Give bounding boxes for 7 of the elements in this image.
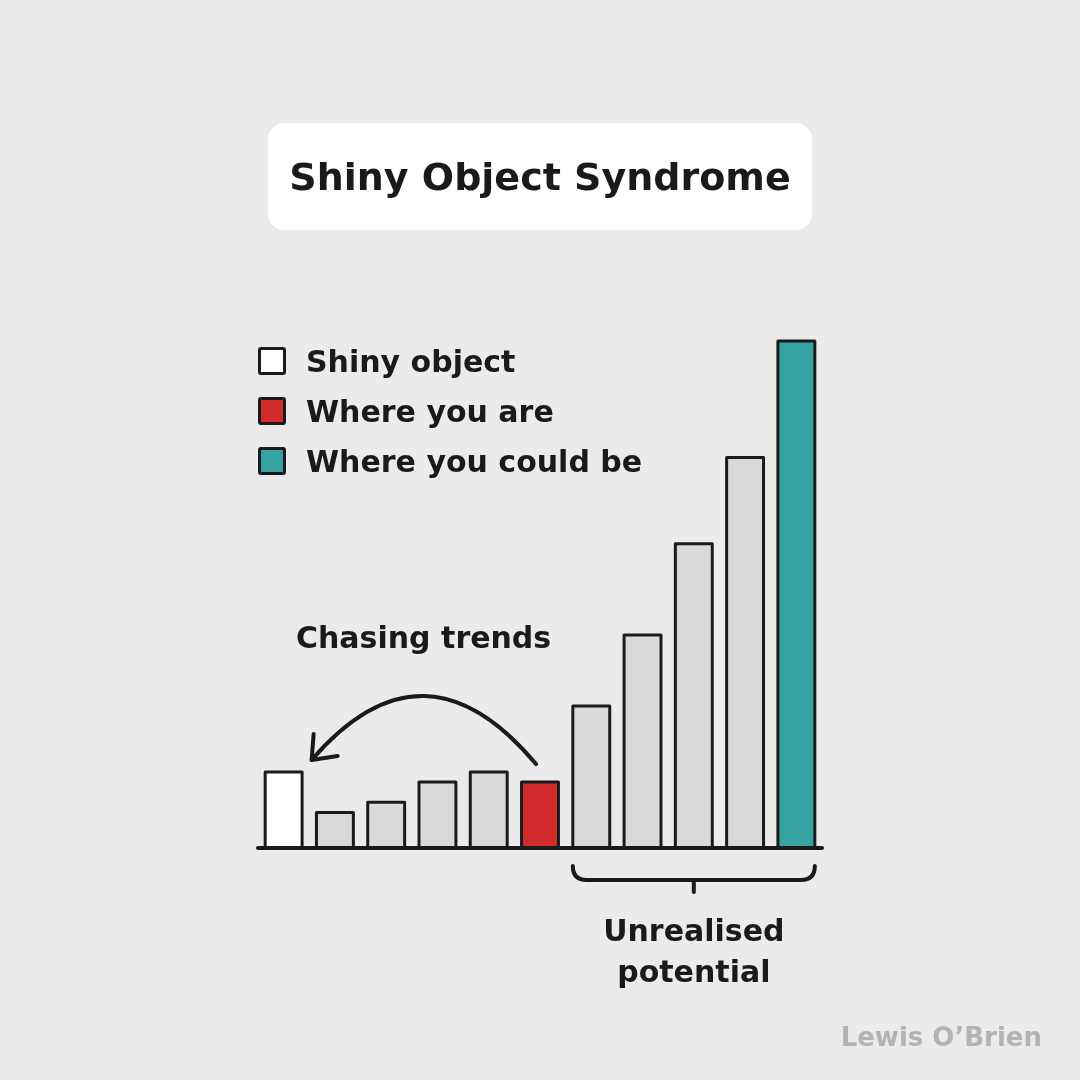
annotation: Chasing trends [296,619,552,655]
legend-label: Where you could be [306,443,643,479]
legend-label: Shiny object [306,343,516,379]
text: Unrealised potential [602,912,786,991]
text: Lewis O’Brien [840,1022,1042,1052]
chart-title: Shiny Object Syndrome [268,123,812,230]
legend-label: Where you are [306,393,554,429]
